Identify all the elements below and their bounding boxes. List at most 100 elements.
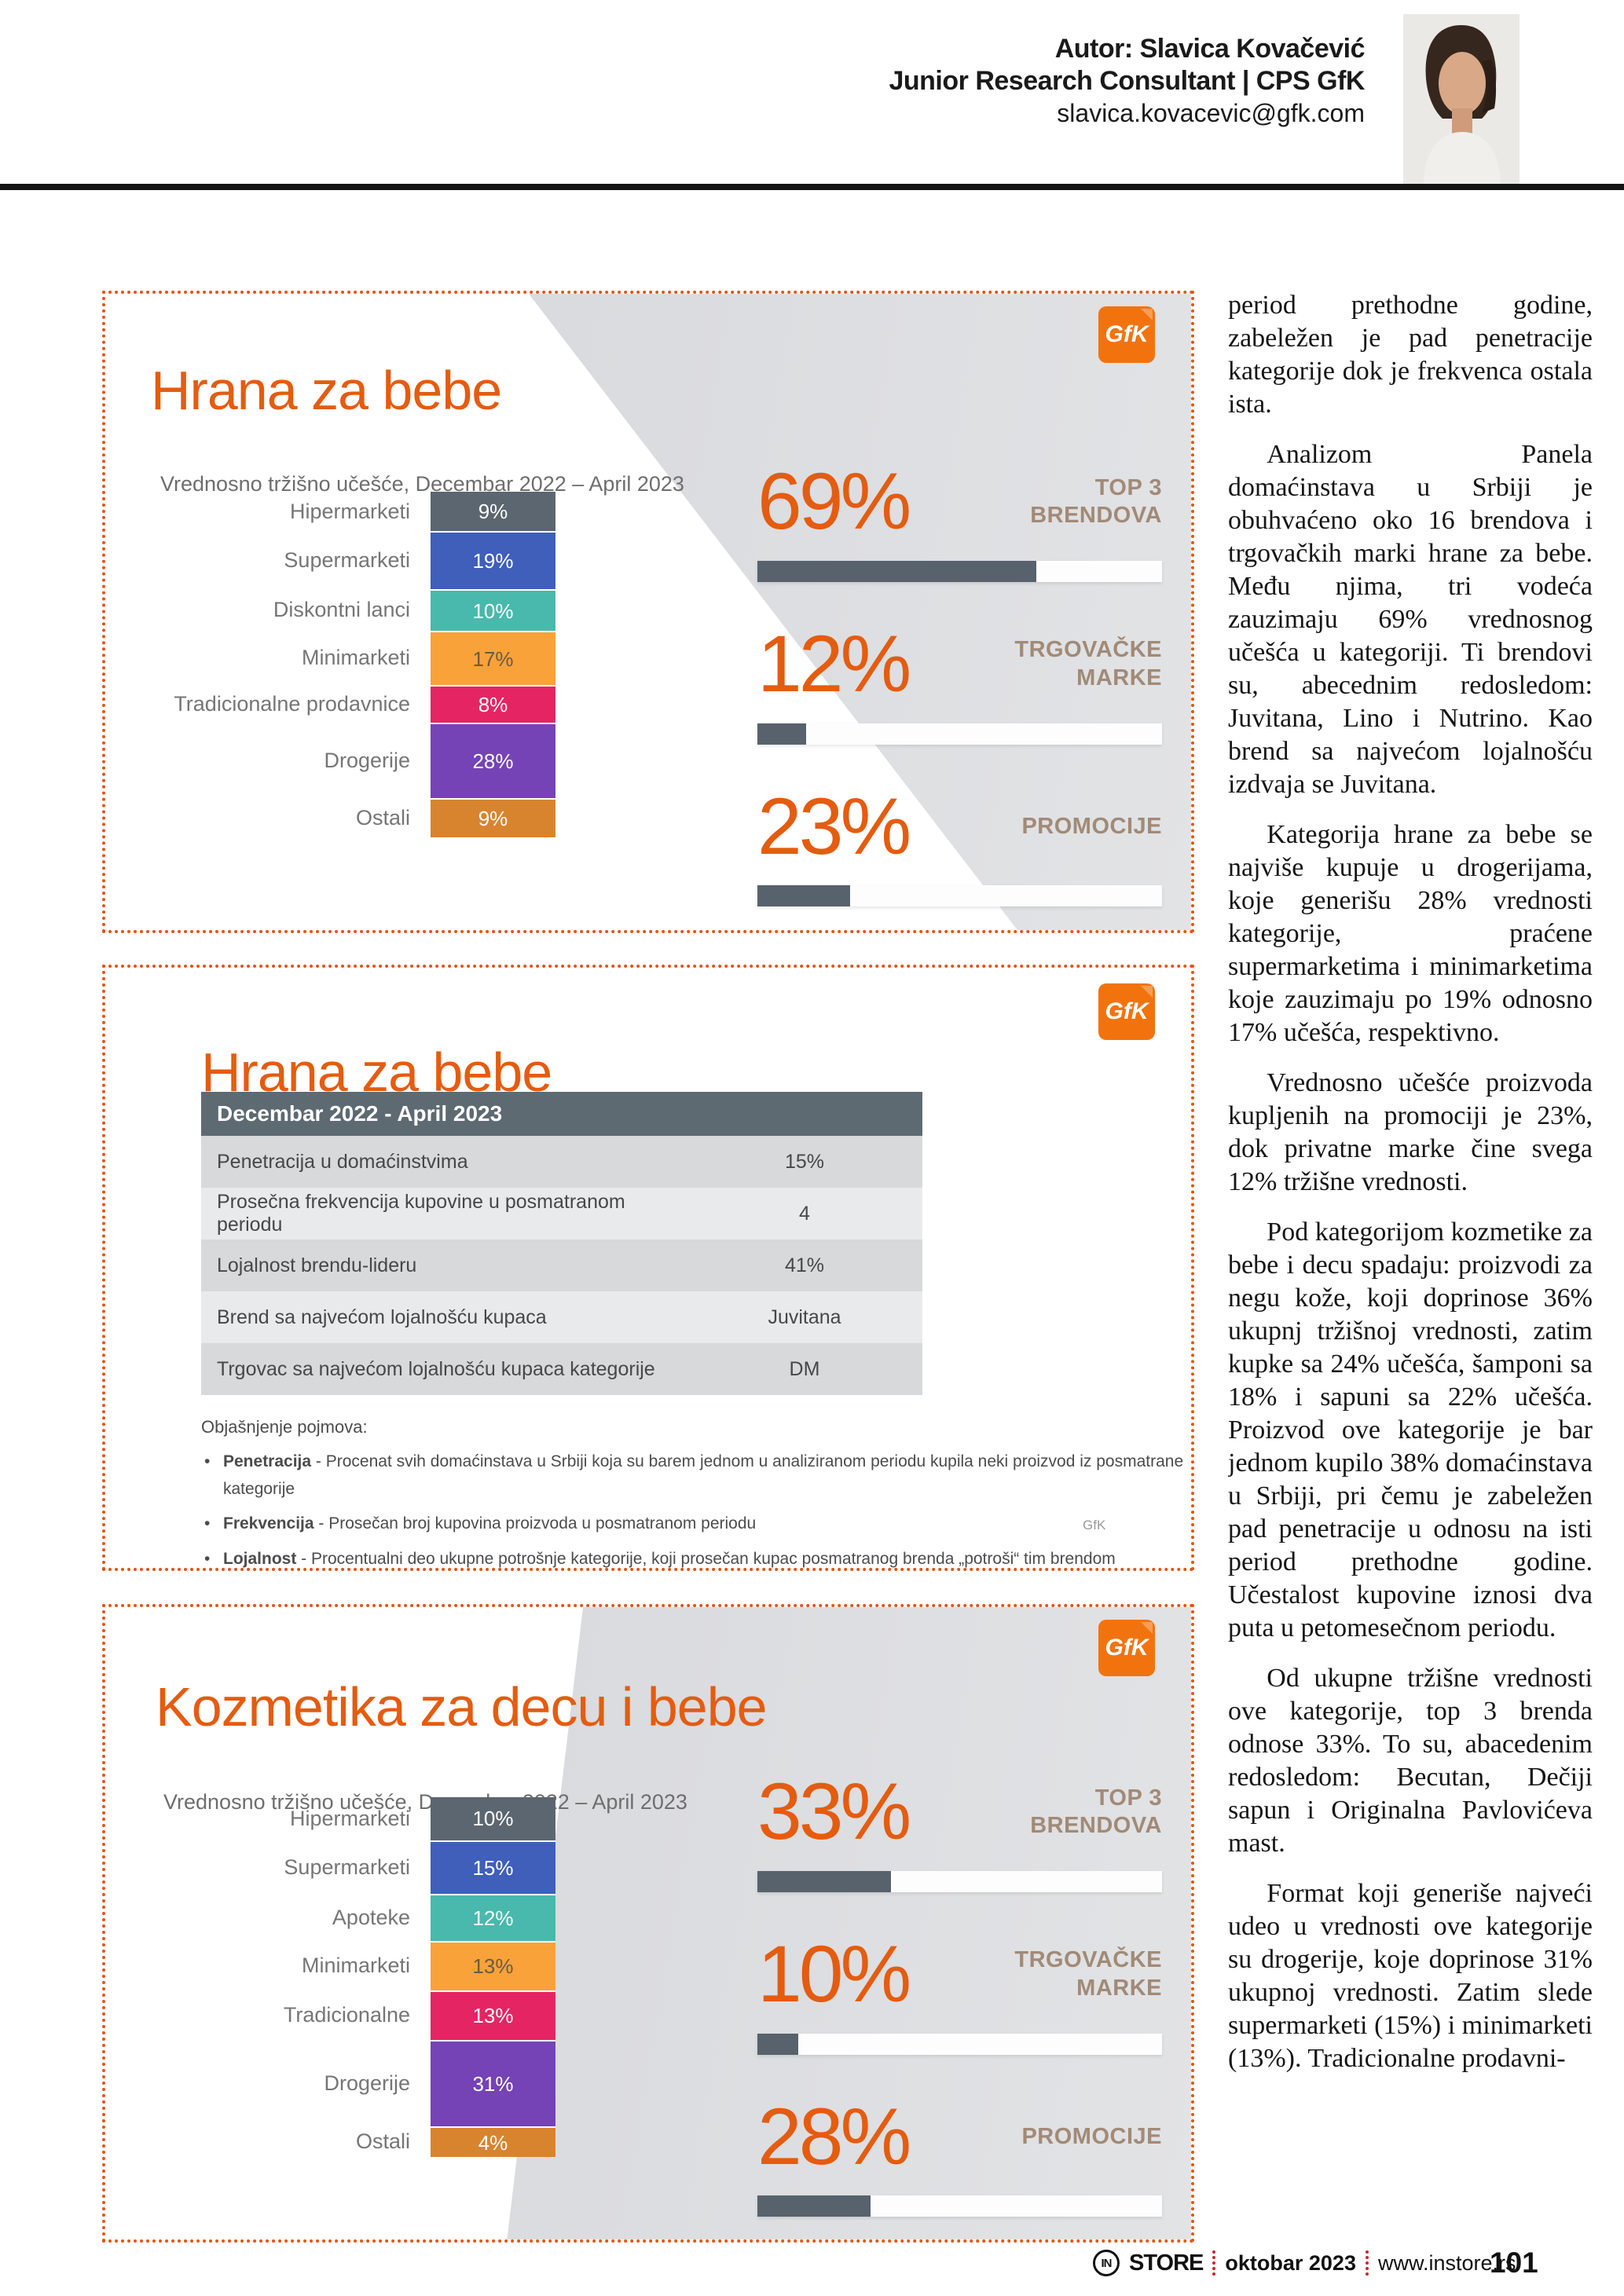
table-row-label: Prosečna frekvencija kupovine u posmatra… [217,1191,625,1236]
chart-row: Minimarketi 17% [127,630,555,686]
chart-row: Ostali 9% [127,797,555,838]
table-row-value: Juvitana [768,1305,841,1328]
chart-category-label: Drogerije [324,748,410,772]
kpi-column: 33% TOP 3 BRENDOVA 10% TRGOVAČKE MARKE 28% PR… [757,1767,1162,2239]
stacked-bar-chart: Hipermarketi 10% Supermarketi 15% Apoteke 12%… [127,1797,555,2157]
table-row-label: Brend sa najvećom lojalnošću kupaca [217,1305,547,1328]
kpi-block: 12% TRGOVAČKE MARKE [757,618,1162,745]
kpi-label: TRGOVAČKE MARKE [1014,1947,1162,2001]
gfk-logo: GfK [1098,1620,1155,1676]
chart-category-label: Hipermarketi [289,499,410,523]
kpi-column: 69% TOP 3 BRENDOVA 12% TRGOVAČKE MARKE 23% PR… [757,456,1162,930]
kpi-value: 23% [757,781,911,871]
kpi-progress-fill [757,2195,871,2217]
chart-bar-segment: 12% [431,1893,555,1942]
legend-term: Lojalnost [223,1549,297,1568]
chart-row: Minimarketi 13% [127,1941,555,1990]
kpi-block: 23% PROMOCIJE [757,781,1162,907]
footer-separator-icon [1212,2250,1216,2276]
kpi-progress-track [757,723,1162,745]
legend-list: Penetracija - Procenat svih domaćinstava… [201,1448,1187,1568]
table-row-value: 41% [784,1254,825,1276]
chart-category-label: Minimarketi [301,646,410,670]
legend-term: Frekvencija [223,1514,314,1533]
kpi-progress-fill [757,885,851,907]
chart-bar-segment: 13% [431,1941,555,1990]
infographic-kozmetika-chart: GfK Kozmetika za decu i bebe Vrednosno t… [102,1604,1194,2243]
chart-category-label: Supermarketi [284,548,410,573]
table-row-label: Lojalnost brendu-lideru [217,1254,417,1276]
table-row-value: 15% [784,1150,825,1173]
legend-title: Objašnjenje pojmova: [201,1417,368,1437]
chart-row: Drogerije 31% [127,2039,555,2127]
author-role: Junior Research Consultant | CPS GfK [889,66,1365,96]
chart-bar-segment: 9% [431,492,555,532]
author-block: Autor: Slavica Kovačević Junior Research… [889,33,1365,130]
author-email: slavica.kovacevic@gfk.com [1057,99,1365,127]
chart-category-label: Diskontni lanci [273,598,410,622]
gfk-logo-text: GfK [1105,1635,1149,1661]
table-row-label: Penetracija u domaćinstvima [217,1150,468,1173]
kpi-value: 10% [757,1928,911,2019]
chart-category-label: Apoteke [332,1905,410,1929]
chart-row: Supermarketi 15% [127,1840,555,1894]
box3-subtitle: Vrednosno tržišno učešće, Decembar 2022 … [163,1790,687,1814]
kpi-block: 69% TOP 3 BRENDOVA [757,456,1162,582]
table-row: Prosečna frekvencija kupovine u posmatra… [201,1188,922,1240]
table-row: Penetracija u domaćinstvima 15% [201,1136,922,1188]
article-paragraph: Kategorija hrane za bebe se najviše kupu… [1228,820,1593,1047]
kpi-value: 28% [757,2091,911,2181]
chart-bar-segment: 10% [431,1797,555,1840]
footer-website: www.instore.rs [1377,2250,1516,2275]
metrics-table: Decembar 2022 - April 2023 Penetracija u… [201,1092,922,1395]
instore-logo-icon: IN [1093,2250,1120,2276]
table-row-value: DM [789,1357,820,1380]
kpi-value: 33% [757,1767,911,1856]
kpi-row: 12% TRGOVAČKE MARKE [757,618,1162,709]
kpi-value: 12% [757,618,911,709]
gfk-logo: GfK [1098,983,1155,1040]
kpi-progress-fill [757,560,1037,582]
gfk-logo-text: GfK [1105,321,1149,347]
chart-category-label: Drogerije [324,2071,410,2095]
chart-row: Tradicionalne 13% [127,1990,555,2040]
author-name: Autor: Slavica Kovačević [1054,34,1366,64]
legend-item: Lojalnost - Procentualni deo ukupne potr… [204,1546,1187,1568]
footer-brand: STORE [1129,2250,1204,2276]
chart-category-label: Supermarketi [284,1855,410,1879]
kpi-block: 28% PROMOCIJE [757,2091,1162,2217]
box1-title: Hrana za bebe [151,359,502,421]
infographic-hrana-za-bebe-table: GfK Hrana za bebe Decembar 2022 - April … [102,965,1194,1571]
chart-bar-segment: 28% [431,722,555,798]
footer-separator-icon [1365,2250,1369,2276]
kpi-progress-track [757,1870,1162,1892]
author-portrait-illustration [1403,14,1520,185]
chart-category-label: Ostali [355,2129,410,2154]
kpi-row: 33% TOP 3 BRENDOVA [757,1767,1162,1856]
chart-category-label: Hipermarketi [289,1807,410,1831]
table-row-value: 4 [799,1202,810,1225]
kpi-label: TOP 3 BRENDOVA [1030,474,1162,528]
gfk-logo: GfK [1098,306,1155,363]
chart-row: Apoteke 12% [127,1893,555,1942]
chart-bar-segment: 13% [431,1990,555,2040]
chart-bar-segment: 19% [431,531,555,590]
box3-title: Kozmetika za decu i bebe [156,1675,768,1738]
table-row: Brend sa najvećom lojalnošću kupaca Juvit… [201,1291,922,1343]
kpi-row: 23% PROMOCIJE [757,781,1162,871]
chart-bar-segment: 31% [431,2039,555,2127]
kpi-block: 10% TRGOVAČKE MARKE [757,1928,1162,2055]
kpi-value: 69% [757,456,911,546]
box1-subtitle: Vrednosno tržišno učešće, Decembar 2022 … [160,472,684,496]
chart-bar-segment: 9% [431,797,555,838]
article-paragraph: Vrednosno učešće proizvoda kupljenih na … [1228,1068,1593,1196]
header-divider [0,184,1624,190]
chart-category-label: Tradicionalne [283,2003,410,2027]
chart-row: Hipermarketi 10% [127,1797,555,1840]
background-wedge [507,1607,1191,2239]
table-row: Lojalnost brendu-lideru 41% [201,1240,922,1291]
page-footer: IN STORE oktobar 2023 www.instore.rs [1093,2250,1516,2276]
chart-bar-segment: 8% [431,685,555,723]
article-paragraph: Format koji generiše najveći udeo u vred… [1228,1879,1593,2073]
